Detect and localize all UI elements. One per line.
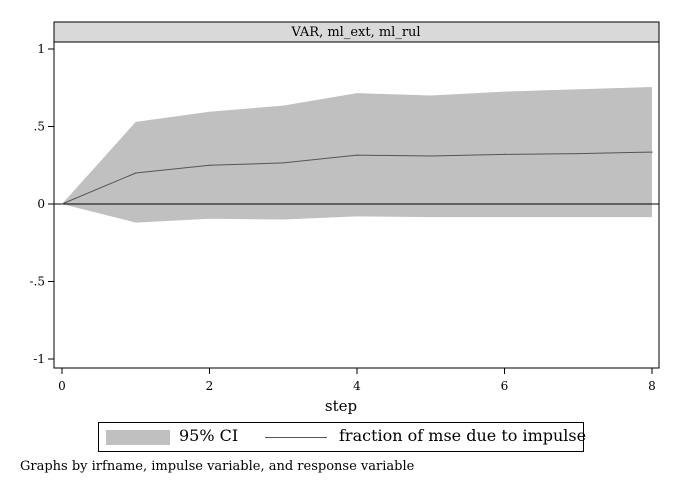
data-point xyxy=(651,151,653,153)
panel-title: VAR, ml_ext, ml_rul xyxy=(290,25,420,40)
data-point xyxy=(503,153,506,155)
x-tick-label: 4 xyxy=(353,379,361,393)
data-point xyxy=(61,203,63,205)
y-tick-label: 0 xyxy=(37,197,45,211)
data-point xyxy=(282,162,284,164)
axes: 1 .5 0 -.5 -1 0 2 4 6 8 xyxy=(29,42,655,393)
data-point xyxy=(577,153,579,155)
x-axis-label: step xyxy=(325,397,357,415)
plot-area xyxy=(54,86,659,223)
x-tick-label: 8 xyxy=(648,379,656,393)
legend-ci-label: 95% CI xyxy=(179,426,239,445)
footnote: Graphs by irfname, impulse variable, and… xyxy=(20,459,415,474)
y-tick-label: .5 xyxy=(34,120,45,134)
legend-line-swatch xyxy=(265,437,327,438)
x-tick-label: 6 xyxy=(501,379,509,393)
legend: 95% CI fraction of mse due to impulse xyxy=(98,422,587,452)
data-point xyxy=(356,154,358,156)
x-tick-label: 0 xyxy=(58,379,66,393)
data-point xyxy=(430,155,432,157)
legend-ci-swatch xyxy=(106,430,170,445)
data-point xyxy=(208,164,211,166)
legend-line-label: fraction of mse due to impulse xyxy=(339,426,587,445)
y-tick-label: -1 xyxy=(33,352,45,366)
y-tick-label: -.5 xyxy=(29,275,45,289)
y-tick-label: 1 xyxy=(37,42,45,56)
data-point xyxy=(135,172,137,174)
x-tick-label: 2 xyxy=(206,379,214,393)
